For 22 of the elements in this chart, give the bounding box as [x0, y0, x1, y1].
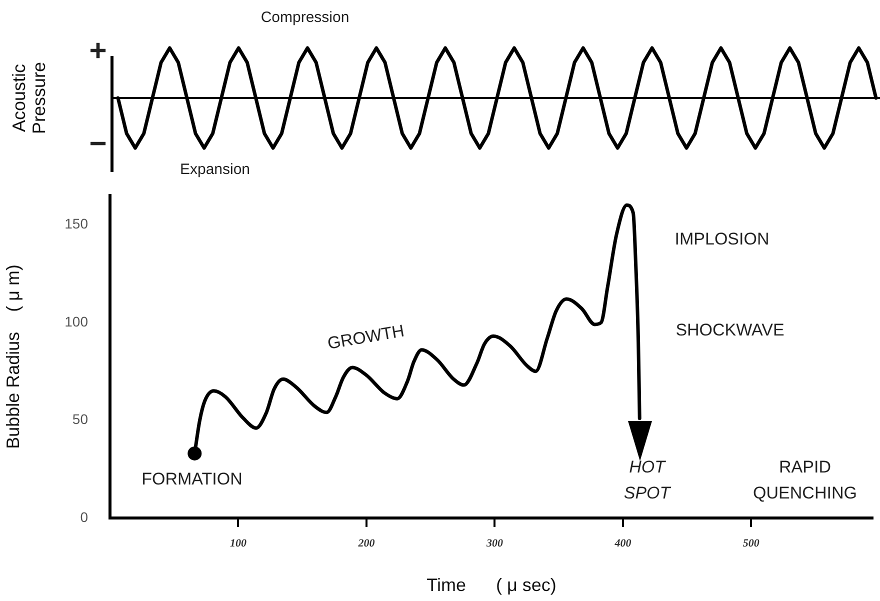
text: −	[89, 127, 107, 160]
x-axis-title: Time ( μ sec)	[426, 575, 556, 596]
text: Compression	[260, 9, 350, 26]
annotation: GROWTH	[326, 321, 406, 354]
annotation: FORMATION	[142, 470, 242, 489]
y-axis-title: Acoustic Pressure	[8, 62, 49, 134]
y-tick-label: 150	[64, 216, 88, 232]
x-tick-label: 100	[230, 537, 247, 550]
annotation: HOT SPOT	[624, 458, 672, 503]
x-tick-label: 500	[742, 537, 760, 550]
x-tick-label: 200	[357, 537, 376, 550]
text: +	[89, 34, 107, 68]
y-axis-title: Bubble Radius ( μ m)	[2, 264, 23, 449]
y-tick-label: 0	[80, 508, 88, 525]
annotation: IMPLOSION	[674, 230, 770, 249]
y-tick-label: 100	[64, 313, 88, 330]
text: Expansion	[180, 161, 250, 178]
y-tick-label: 50	[72, 411, 88, 428]
annotation: RAPID QUENCHING	[753, 458, 857, 503]
annotation: SHOCKWAVE	[676, 320, 784, 340]
x-tick-label: 300	[485, 537, 504, 550]
x-tick-label: 400	[614, 537, 632, 550]
